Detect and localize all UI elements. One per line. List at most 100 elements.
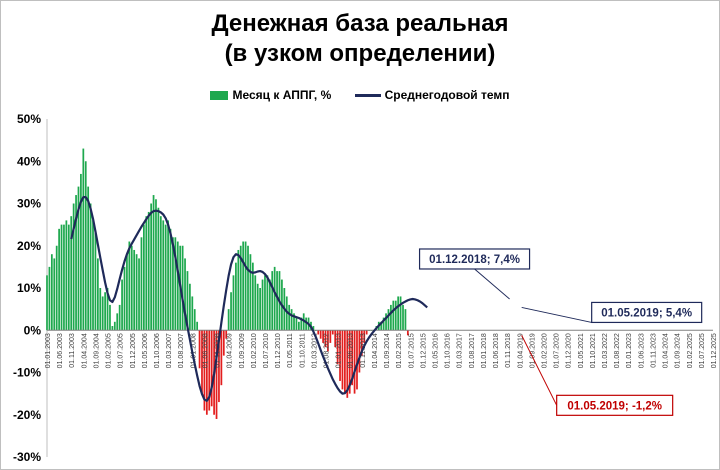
bar [218, 330, 220, 403]
x-tick-label: 01.05.2021 [578, 333, 585, 368]
x-tick-label: 01.11.2008 [215, 333, 222, 368]
bar [167, 220, 169, 331]
x-tick-label: 01.08.2022 [614, 333, 621, 368]
bar [116, 313, 119, 331]
annotation-label: 01.05.2019; -1,2% [567, 400, 662, 412]
bar [162, 220, 165, 331]
bar [232, 275, 235, 331]
bar [121, 279, 123, 331]
x-tick-label: 01.04.2014 [372, 333, 379, 368]
bar [256, 283, 259, 331]
bar [344, 330, 346, 394]
bar [80, 173, 82, 331]
x-tick-label: 01.06.2003 [57, 333, 64, 368]
x-tick-label: 01.07.2005 [118, 333, 125, 368]
x-tick-label: 01.01.2023 [626, 333, 633, 368]
bar [305, 317, 307, 331]
x-tick-label: 01.02.2010 [251, 333, 258, 368]
bar [210, 330, 213, 407]
annotation-box [556, 394, 674, 416]
y-tick-label: 0% [24, 323, 42, 337]
bar [70, 216, 73, 331]
bar [390, 304, 392, 331]
bar [155, 199, 157, 331]
x-tick-label: 01.08.2012 [324, 333, 331, 368]
x-tick-label: 01.03.2007 [166, 333, 173, 368]
bar [242, 241, 245, 331]
x-tick-label: 01.07.2010 [263, 333, 270, 368]
bar [264, 275, 266, 331]
bar [310, 321, 312, 331]
bar [230, 292, 232, 331]
bar [348, 330, 351, 394]
bar [237, 249, 240, 331]
x-tick-label: 01.10.2021 [590, 333, 597, 368]
bar [288, 304, 291, 331]
x-tick-label: 01.08.2007 [178, 333, 185, 368]
bar [300, 317, 303, 331]
bar [82, 148, 85, 331]
x-tick-label: 01.10.2011 [299, 333, 306, 368]
bar [48, 266, 51, 331]
bar [203, 330, 206, 411]
bar [198, 330, 201, 369]
bar [254, 275, 257, 331]
bar [193, 309, 196, 331]
bar [53, 258, 56, 331]
bar [147, 211, 150, 331]
bar [60, 224, 63, 331]
bar [94, 233, 97, 331]
x-tick-label: 01.12.2005 [130, 333, 137, 368]
x-tick-label: 01.11.2018 [505, 333, 512, 368]
bar [84, 161, 87, 331]
bar [63, 224, 65, 331]
bar [196, 321, 199, 331]
bar [140, 237, 143, 331]
line-series [70, 196, 428, 402]
bar [397, 296, 400, 331]
bar [157, 207, 160, 331]
bar [67, 224, 70, 331]
bar [251, 262, 254, 331]
x-tick-label: 01.06.2008 [202, 333, 209, 368]
x-tick-label: 01.01.2008 [190, 333, 197, 368]
legend-label-bars: Месяц к АППГ, % [232, 87, 332, 102]
bar [358, 330, 361, 373]
bar [150, 203, 153, 331]
bar [55, 245, 58, 331]
chart-title: Денежная база реальная (в узком определе… [1, 9, 719, 69]
chart-title-line2: (в узком определении) [224, 40, 496, 67]
bar [334, 330, 337, 348]
y-tick-label: 20% [17, 239, 41, 253]
annotation-leader [521, 335, 558, 406]
bar [201, 330, 203, 394]
bar [363, 330, 366, 343]
bar [249, 254, 252, 331]
bar [101, 296, 104, 331]
bar [227, 309, 230, 331]
bar [58, 228, 60, 331]
bar [273, 266, 276, 331]
x-tick-label: 01.07.2025 [699, 333, 706, 368]
bar [92, 220, 94, 331]
x-tick-label: 01.12.2020 [566, 333, 573, 368]
bar [281, 279, 283, 331]
bar [113, 321, 116, 331]
bar [225, 330, 228, 339]
bar [404, 309, 407, 331]
bar [285, 296, 288, 331]
bar [244, 241, 247, 331]
bar [239, 245, 242, 331]
x-tick-label: 01.02.2015 [396, 333, 403, 368]
annotation-leader [521, 306, 592, 323]
chart-title-line1: Денежная база реальная [211, 10, 509, 37]
bar [341, 330, 344, 390]
x-tick-label: 01.02.2020 [541, 333, 548, 368]
bar [283, 288, 286, 331]
bar [278, 271, 281, 331]
bar [293, 313, 295, 331]
bar [89, 203, 92, 331]
y-tick-label: 50% [17, 112, 41, 126]
annotation-label: 01.05.2019; 5,4% [601, 307, 692, 319]
legend-item-line: Среднегодовой темп [354, 88, 510, 102]
